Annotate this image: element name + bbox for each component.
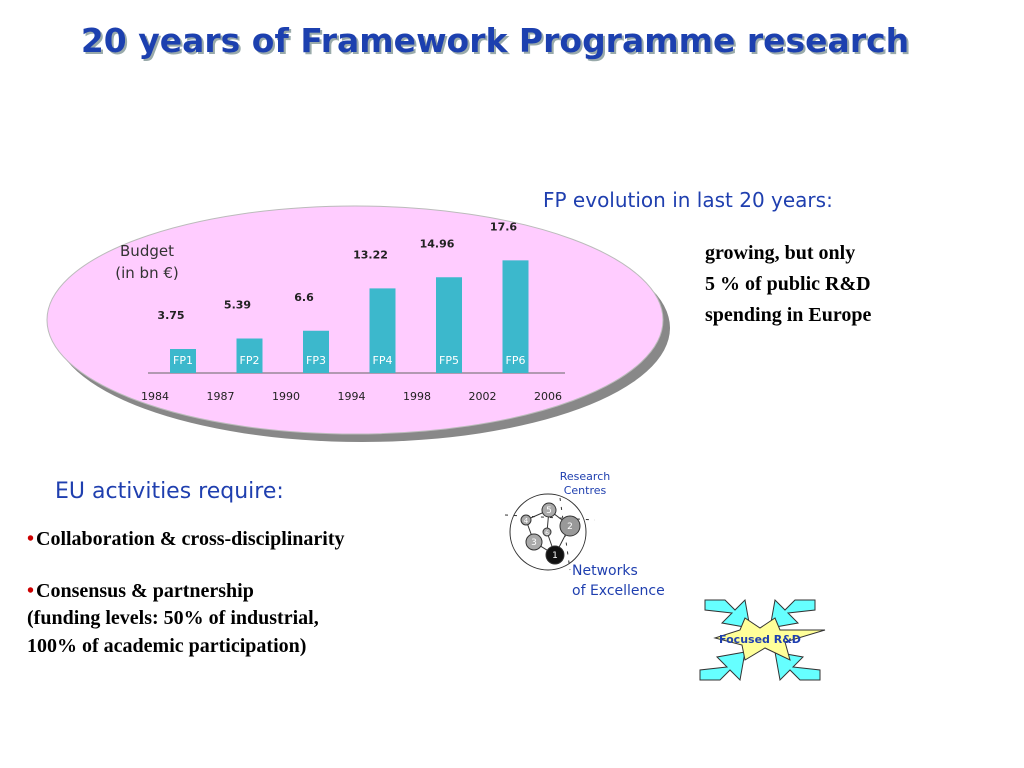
activities-list: • Collaboration & cross-disciplinarity •… [27, 528, 345, 657]
node-label: 5 [546, 506, 552, 516]
bar-label: FP6 [506, 354, 526, 367]
network-label: Centres [564, 484, 607, 497]
bar [170, 349, 196, 373]
year-label: 2006 [534, 390, 562, 403]
value-label: 6.6 [294, 291, 314, 304]
bar-label: FP4 [373, 354, 393, 367]
value-label: 17.6 [490, 220, 517, 233]
value-label: 14.96 [420, 237, 455, 250]
arrow [699, 651, 746, 682]
activities-heading: EU activities require: [55, 479, 284, 504]
bar-label: FP5 [439, 354, 459, 367]
bar [369, 288, 396, 373]
node [525, 533, 543, 551]
node-label: 3 [531, 538, 537, 548]
link [504, 514, 596, 521]
text-line: growing, but only [705, 242, 855, 264]
node [541, 502, 557, 518]
bar [236, 338, 263, 373]
node-label: 2 [567, 522, 573, 532]
network-label: Research [560, 470, 610, 483]
bar [303, 330, 329, 373]
bullet-text: (funding levels: 50% of industrial, [27, 607, 319, 629]
bullet: • [27, 580, 34, 602]
bar [502, 260, 529, 373]
network-caption: Networks [572, 563, 638, 579]
evolution-heading: FP evolution in last 20 years: [543, 188, 833, 212]
value-label: 3.75 [157, 309, 184, 322]
bar-label: FP3 [306, 354, 326, 367]
evolution-text: growing, but only 5 % of public R&D spen… [705, 242, 871, 326]
slide-title: 20 years of Framework Programme research [81, 21, 909, 60]
bullet-text: Consensus & partnership [36, 580, 254, 602]
network-diagram: Research Centres 5 4 6 2 3 1 Networks of… [504, 470, 665, 599]
node [559, 515, 581, 537]
network-ring [509, 493, 587, 571]
starburst [713, 617, 826, 661]
bullet: • [27, 528, 34, 550]
year-label: 1984 [141, 390, 169, 403]
year-label: 1998 [403, 390, 431, 403]
node [520, 514, 532, 526]
chart-label: (in bn €) [115, 264, 179, 282]
chart-label: Budget [120, 242, 174, 260]
bullet-text: Collaboration & cross-disciplinarity [36, 528, 345, 550]
value-label: 5.39 [224, 299, 251, 312]
bar-label: FP2 [240, 354, 260, 367]
network-caption: of Excellence [572, 583, 665, 599]
node-label: 4 [524, 517, 529, 525]
node [542, 527, 552, 537]
year-label: 1987 [207, 390, 235, 403]
node [545, 545, 565, 565]
bar [436, 277, 462, 373]
year-label: 1994 [338, 390, 366, 403]
text-line: spending in Europe [705, 304, 871, 326]
year-label: 2002 [469, 390, 497, 403]
node-label: 6 [545, 530, 549, 537]
node-labels: 5 4 6 2 3 1 [524, 506, 573, 561]
bar-chart: Budget (in bn €) 3.75 FP1 5.39 FP2 6.6 FP3 13.22… [115, 220, 565, 403]
bar-label: FP1 [173, 354, 193, 367]
value-label: 13.22 [353, 248, 388, 261]
year-label: 1990 [272, 390, 300, 403]
text-line: 5 % of public R&D [705, 273, 871, 295]
bullet-text: 100% of academic participation) [27, 635, 306, 657]
node-label: 1 [552, 551, 558, 561]
focused-label: Focused R&D [719, 633, 801, 646]
focused-diagram: Focused R&D [699, 598, 826, 682]
